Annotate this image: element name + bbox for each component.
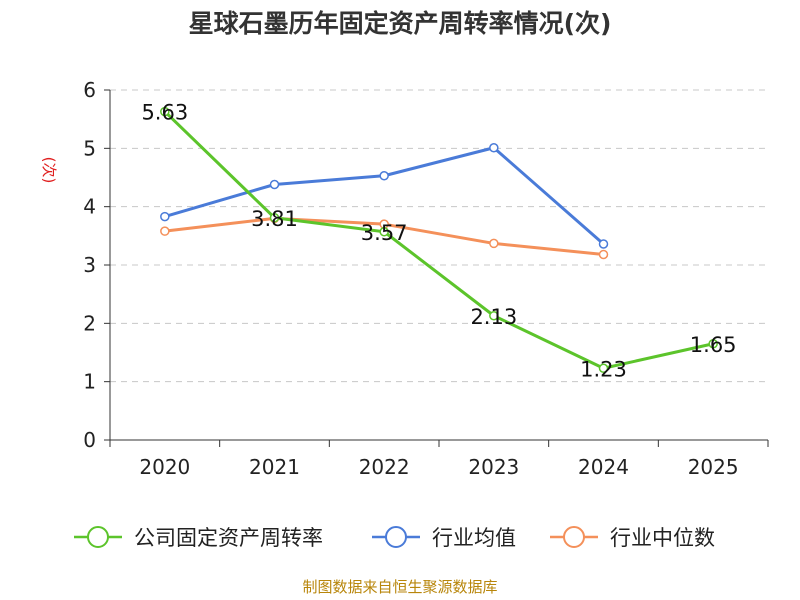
grid-lines <box>110 89 768 383</box>
y-tick-label: 3 <box>83 253 96 277</box>
data-point <box>160 106 170 117</box>
data-point <box>489 143 499 153</box>
series-lines <box>160 106 718 373</box>
data-label: 1.23 <box>580 357 627 381</box>
data-point <box>489 311 499 321</box>
data-point <box>598 239 609 249</box>
data-labels: 5.63 3.81 3.57 2.13 1.23 1.65 <box>141 101 736 382</box>
y-tick-label: 1 <box>83 370 96 394</box>
data-label: 3.81 <box>251 207 298 231</box>
data-point <box>160 211 170 222</box>
data-label: 2.13 <box>470 305 517 329</box>
x-tick-label: 2022 <box>359 455 410 479</box>
data-point <box>379 227 389 237</box>
legend-label: 行业中位数 <box>610 526 715 550</box>
legend-marker <box>87 526 109 548</box>
y-tick-label: 4 <box>83 195 96 219</box>
series-line-0 <box>163 110 714 370</box>
data-point <box>269 213 280 223</box>
data-point <box>160 226 170 236</box>
legend-marker <box>563 526 585 548</box>
x-tick-label: 2023 <box>468 455 519 479</box>
data-point <box>489 238 499 249</box>
source-note: 制图数据来自恒生聚源数据库 <box>302 578 498 596</box>
data-point <box>269 179 280 190</box>
legend-label: 公司固定资产周转率 <box>134 526 323 550</box>
y-tick-label: 6 <box>83 78 96 102</box>
x-tick-label: 2025 <box>688 455 739 479</box>
chart-title: 星球石墨历年固定资产周转率情况(次) <box>188 9 612 38</box>
y-tick-label: 2 <box>83 311 96 335</box>
data-point <box>708 339 718 349</box>
data-point <box>598 363 609 373</box>
data-point <box>379 171 389 181</box>
legend: 公司固定资产周转率 行业均值 行业中位数 <box>74 526 715 550</box>
data-label: 3.57 <box>361 221 408 245</box>
data-label: 1.65 <box>690 333 737 357</box>
axes: 0 1 2 3 4 5 6 2020 2021 2022 2023 2024 2025 (次) <box>40 78 769 479</box>
y-tick-label: 0 <box>83 428 96 452</box>
legend-marker <box>385 526 407 548</box>
x-tick-label: 2021 <box>249 455 300 479</box>
y-tick-label: 5 <box>83 136 96 160</box>
data-label: 5.63 <box>141 101 188 125</box>
x-tick-label: 2024 <box>578 455 629 479</box>
x-tick-label: 2020 <box>139 455 190 479</box>
data-point <box>598 249 609 260</box>
legend-label: 行业均值 <box>432 526 516 550</box>
y-axis-label: (次) <box>40 157 58 184</box>
